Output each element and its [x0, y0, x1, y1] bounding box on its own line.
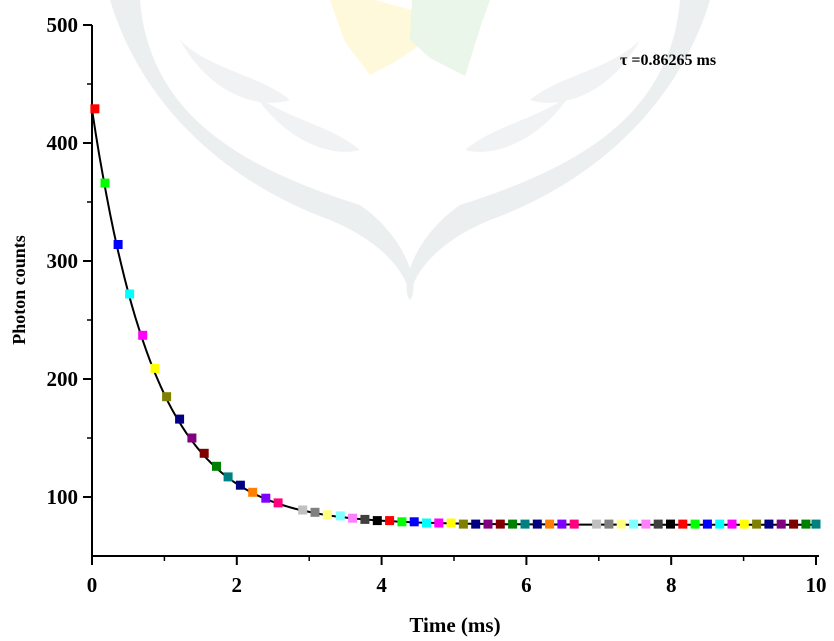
x-tick-label: 0: [87, 573, 98, 597]
x-axis-title: Time (ms): [409, 613, 500, 637]
data-point: [125, 289, 135, 299]
x-tick-label: 8: [666, 573, 677, 597]
data-point: [100, 178, 110, 188]
data-point: [248, 487, 258, 497]
x-tick-label: 4: [376, 573, 387, 597]
data-point: [175, 414, 185, 424]
data-point: [310, 507, 320, 517]
y-tick-label: 300: [47, 249, 79, 273]
x-tick-label: 2: [232, 573, 243, 597]
tick-labels: 0 2 4 6 8 10 100 200 300 400 500: [47, 13, 827, 597]
data-point: [532, 519, 542, 529]
data-point: [727, 519, 737, 529]
data-point: [150, 363, 160, 373]
data-point: [335, 511, 345, 521]
axis-ticks: [83, 24, 817, 565]
data-point: [162, 392, 172, 402]
data-point: [495, 519, 505, 529]
data-point: [764, 519, 774, 529]
data-point: [666, 519, 675, 529]
x-tick-label: 10: [806, 573, 827, 597]
data-point: [592, 519, 602, 529]
data-point: [811, 519, 821, 529]
data-point: [739, 519, 749, 529]
data-point: [616, 519, 626, 529]
data-point: [508, 519, 518, 529]
data-point: [752, 519, 762, 529]
data-point: [545, 519, 555, 529]
data-point: [273, 498, 283, 508]
y-tick-label: 200: [47, 367, 79, 391]
data-point: [235, 480, 245, 490]
data-point: [629, 519, 639, 529]
data-point: [298, 505, 308, 515]
data-point: [446, 518, 456, 528]
data-point: [348, 513, 358, 523]
data-point: [90, 104, 100, 114]
data-point: [715, 519, 725, 529]
data-point: [434, 518, 444, 528]
data-point: [641, 519, 651, 529]
data-point: [223, 472, 233, 482]
data-point: [372, 516, 382, 526]
data-point: [702, 519, 712, 529]
annotation-tau: τ =0.86265 ms: [620, 52, 716, 69]
data-point: [113, 240, 123, 249]
data-point: [776, 519, 786, 529]
data-point: [604, 519, 614, 529]
data-point: [471, 519, 481, 529]
y-tick-label: 400: [47, 131, 79, 155]
y-axis-title: Photon counts: [9, 235, 29, 345]
y-tick-label: 500: [47, 13, 79, 37]
data-point: [801, 519, 811, 529]
data-point: [458, 519, 468, 529]
data-point: [212, 461, 221, 471]
data-point: [569, 519, 579, 529]
watermark: [110, 0, 710, 300]
data-point: [653, 519, 663, 529]
data-point: [138, 330, 148, 340]
data-point: [690, 519, 700, 529]
data-point: [483, 519, 493, 529]
data-point: [385, 516, 395, 526]
data-points: [90, 104, 821, 529]
fit-curve: [91, 109, 816, 526]
data-point: [261, 493, 271, 503]
data-point: [789, 519, 799, 529]
x-tick-label: 6: [521, 573, 532, 597]
data-point: [520, 519, 530, 529]
data-point: [422, 518, 431, 528]
data-point: [678, 519, 688, 529]
data-point: [557, 519, 567, 529]
data-point: [397, 517, 407, 527]
data-point: [187, 433, 197, 443]
data-point: [360, 514, 370, 524]
plot-frame: [91, 25, 819, 557]
data-point: [322, 510, 332, 520]
data-point: [199, 448, 209, 458]
y-tick-label: 100: [47, 485, 79, 509]
data-point: [409, 517, 419, 527]
